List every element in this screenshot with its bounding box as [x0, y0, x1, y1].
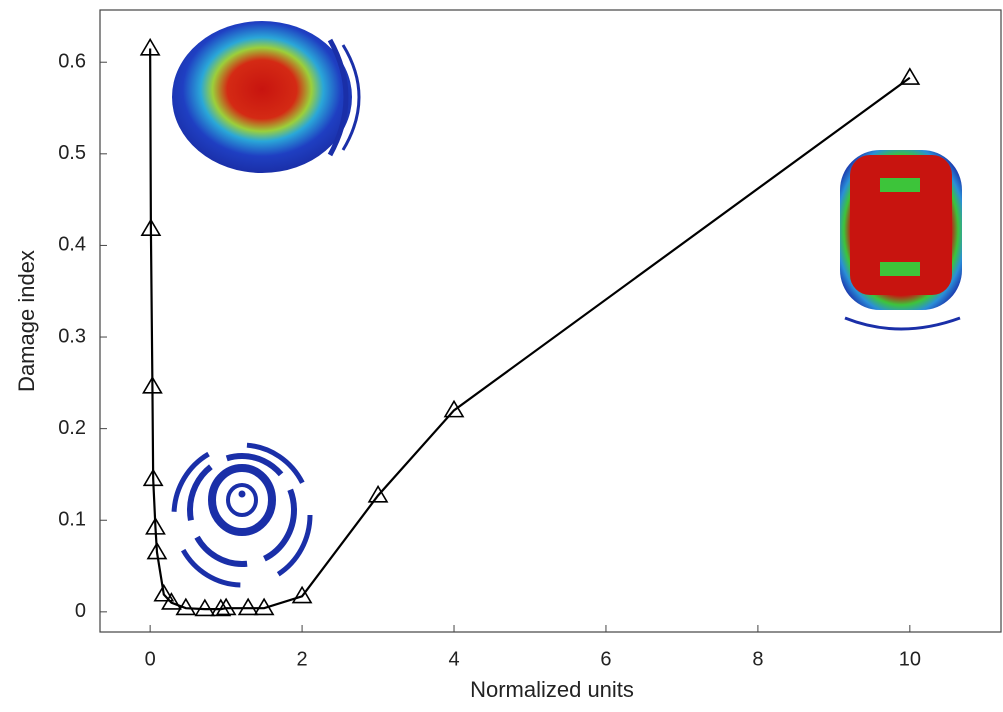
- data-marker: [291, 585, 313, 604]
- x-tick-label: 2: [297, 648, 308, 670]
- data-marker: [142, 468, 164, 487]
- data-marker: [237, 597, 259, 616]
- inset-image-top: [172, 21, 361, 173]
- data-marker: [145, 516, 166, 535]
- data-marker: [139, 37, 161, 56]
- inset-image-bottom: [171, 442, 313, 588]
- x-tick-label: 4: [448, 648, 459, 670]
- y-tick-label: 0.4: [58, 234, 86, 256]
- y-tick-label: 0.5: [58, 142, 86, 164]
- data-marker: [146, 541, 168, 560]
- data-marker: [367, 484, 389, 503]
- y-tick-label: 0.1: [58, 509, 86, 531]
- x-axis-label: Normalized units: [470, 677, 634, 702]
- y-tick-label: 0: [75, 600, 86, 622]
- data-marker: [194, 598, 216, 617]
- data-marker: [899, 67, 921, 85]
- data-marker: [175, 597, 197, 616]
- data-marker: [153, 583, 175, 602]
- data-marker: [210, 598, 232, 617]
- inset-image-right: [840, 150, 962, 331]
- x-tick-label: 10: [899, 648, 921, 670]
- data-marker: [443, 399, 465, 418]
- data-marker: [253, 597, 275, 616]
- data-marker: [140, 218, 162, 237]
- data-line: [149, 48, 911, 611]
- data-marker: [215, 597, 237, 616]
- plot-frame: [99, 9, 1002, 633]
- y-tick-label: 0.3: [58, 325, 86, 347]
- y-tick-label: 0.2: [58, 417, 86, 439]
- y-tick-label: 0.6: [58, 50, 86, 72]
- data-marker: [142, 375, 163, 394]
- x-tick-label: 8: [752, 648, 763, 670]
- y-axis-label: Damage index: [14, 250, 39, 392]
- x-tick-label: 0: [145, 648, 156, 670]
- x-tick-label: 6: [600, 648, 611, 670]
- data-marker: [161, 592, 182, 610]
